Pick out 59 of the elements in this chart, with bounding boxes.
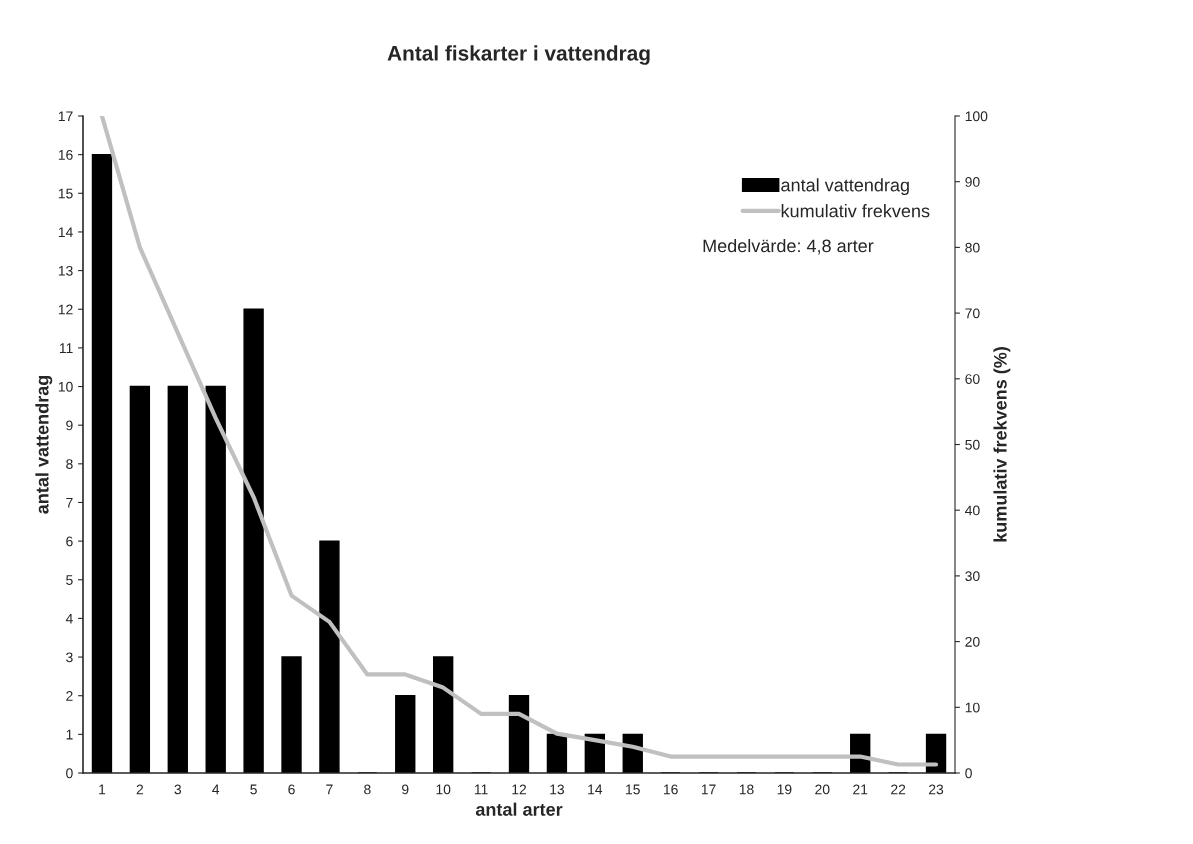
y-tick-label: 0 (66, 768, 73, 779)
y2-tick-label: 70 (965, 308, 980, 319)
y-tick-label: 1 (66, 729, 73, 740)
y-tick-label: 15 (58, 188, 73, 199)
x-tick-label: 19 (777, 784, 792, 795)
y2-tick-label: 40 (965, 505, 980, 516)
y-tick-label: 14 (58, 227, 73, 237)
x-tick-label: 17 (701, 784, 716, 795)
y2-tick-label: 80 (965, 242, 980, 253)
x-tick-label: 4 (212, 784, 220, 795)
y-tick-label: 16 (58, 149, 73, 160)
x-tick-label: 3 (174, 784, 182, 795)
x-tick-label: 16 (663, 784, 678, 795)
x-tick-label: 13 (550, 784, 565, 795)
y2-tick-label: 100 (965, 111, 988, 122)
y-tick-label: 5 (66, 575, 73, 585)
x-axis-title: antal arter (475, 802, 563, 816)
y-tick-label: 7 (66, 497, 73, 508)
y-tick-label: 2 (66, 691, 73, 701)
x-tick-label: 6 (288, 784, 295, 795)
x-tick-label: 1 (99, 784, 106, 795)
x-tick-label: 14 (588, 784, 603, 795)
x-tick-label: 9 (402, 784, 409, 795)
x-tick-label: 20 (815, 784, 830, 795)
x-tick-label: 8 (364, 784, 371, 795)
x-tick-label: 12 (512, 784, 527, 795)
y-tick-label: 4 (65, 613, 73, 624)
y2-axis-title: kumulativ frekvens (%) (993, 347, 1011, 542)
x-tick-label: 21 (853, 784, 868, 795)
x-tick-label: 10 (436, 784, 451, 795)
y-tick-label: 10 (58, 381, 73, 392)
legend-label: antal vattendrag (781, 178, 909, 196)
y2-tick-label: 50 (965, 439, 980, 450)
x-tick-label: 11 (474, 784, 488, 795)
chart-title: Antal fiskarter i vattendrag (387, 45, 650, 65)
y2-tick-label: 0 (965, 768, 972, 779)
y-tick-label: 17 (58, 111, 73, 122)
x-tick-label: 7 (326, 784, 333, 795)
y-tick-label: 6 (66, 536, 73, 547)
y-tick-label: 12 (58, 304, 73, 315)
x-tick-label: 18 (739, 784, 754, 795)
y-tick-label: 11 (59, 343, 73, 353)
legend-label: kumulativ frekvens (781, 204, 930, 218)
y-axis-title: antal vattendrag (35, 375, 53, 514)
x-tick-label: 2 (136, 784, 144, 795)
y2-tick-label: 90 (965, 177, 980, 187)
y2-tick-label: 20 (965, 636, 980, 647)
x-tick-label: 22 (891, 784, 906, 795)
y-tick-label: 3 (66, 652, 73, 663)
y2-tick-label: 30 (965, 571, 980, 582)
y2-tick-label: 10 (965, 702, 980, 713)
x-tick-label: 5 (250, 784, 257, 795)
x-tick-label: 23 (929, 784, 944, 795)
annotation: Medelvärde: 4,8 arter (703, 238, 874, 255)
y2-tick-label: 60 (965, 374, 980, 384)
y-tick-label: 9 (66, 420, 73, 431)
y-tick-label: 13 (58, 265, 73, 276)
y-tick-label: 8 (66, 459, 73, 469)
x-tick-label: 15 (626, 784, 640, 795)
